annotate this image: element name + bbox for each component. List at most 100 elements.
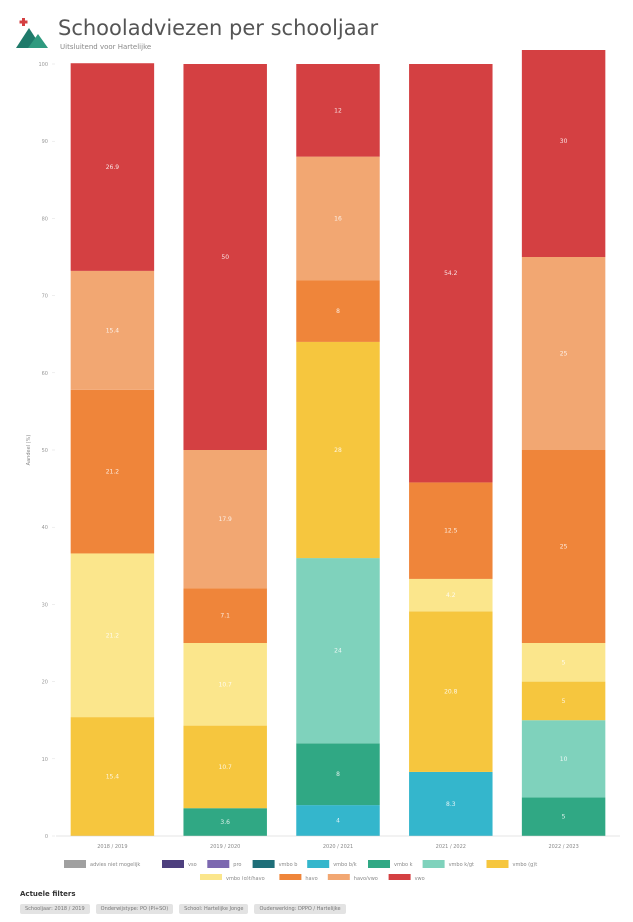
- bar-segment[interactable]: [409, 482, 493, 579]
- legend-label[interactable]: vmbo b/k: [333, 862, 357, 868]
- y-tick-label: 90: [42, 139, 48, 145]
- legend-label[interactable]: havo/vwo: [354, 876, 378, 880]
- bar-segment[interactable]: [70, 389, 155, 554]
- bar-segment[interactable]: [183, 808, 267, 836]
- bar-data-label: 25: [560, 351, 568, 358]
- bar-data-label: 3.6: [220, 819, 230, 826]
- filters-footer: Actuele filters Schooljaar: 2018 / 2019 O…: [20, 890, 620, 914]
- bar-data-label: 24: [334, 648, 342, 655]
- bar-data-label: 30: [560, 138, 568, 145]
- bar-segment[interactable]: [183, 588, 267, 643]
- legend-swatch[interactable]: [388, 874, 411, 880]
- bar-segment[interactable]: [521, 681, 606, 721]
- legend-label[interactable]: advies niet mogelijk: [90, 862, 140, 868]
- bar-segment[interactable]: [296, 558, 380, 744]
- legend-label[interactable]: pro: [233, 862, 241, 868]
- bar-data-label: 8: [336, 308, 340, 315]
- stacked-bar-chart: 0 10 20 30 40 50 60 70 80 90 100 Aandeel (%) 15.4 21.…: [26, 50, 620, 880]
- legend-swatch[interactable]: [368, 860, 390, 868]
- bar-data-label: 21.2: [106, 632, 120, 639]
- y-tick-label: 10: [42, 757, 48, 763]
- legend-label[interactable]: vwo: [415, 876, 425, 880]
- bar-data-label: 7.1: [220, 613, 230, 620]
- bar-data-label: 8: [336, 771, 340, 778]
- legend-label[interactable]: vso: [188, 862, 197, 868]
- legend-swatch[interactable]: [279, 874, 302, 880]
- bar-segment[interactable]: [521, 50, 606, 258]
- bar-data-label: 5: [562, 698, 566, 705]
- bar-segment[interactable]: [296, 280, 380, 342]
- legend-swatch[interactable]: [327, 874, 350, 880]
- bar-segment[interactable]: [70, 270, 155, 390]
- bar-segment[interactable]: [521, 643, 606, 682]
- bar-data-label: 28: [334, 447, 342, 454]
- filter-chip[interactable]: Schooljaar: 2018 / 2019: [20, 904, 90, 914]
- bar-data-label: 12.5: [444, 528, 458, 535]
- legend-swatch[interactable]: [252, 860, 275, 868]
- legend-swatch[interactable]: [207, 860, 230, 868]
- bar-data-label: 10.7: [219, 764, 233, 771]
- bar-segment[interactable]: [296, 156, 380, 281]
- bar-segment[interactable]: [296, 805, 380, 836]
- y-tick-label: 50: [42, 448, 48, 454]
- y-axis-label: Aandeel (%): [26, 435, 32, 466]
- bar-segment[interactable]: [409, 771, 493, 836]
- bar-data-label: 20.8: [444, 689, 458, 696]
- y-tick-label: 60: [42, 371, 48, 377]
- legend-swatch[interactable]: [162, 860, 184, 868]
- legend-swatch[interactable]: [64, 860, 86, 868]
- bar-segment[interactable]: [296, 743, 380, 806]
- bar-segment[interactable]: [409, 64, 493, 483]
- legend-label[interactable]: vmbo (g)t: [513, 862, 538, 868]
- bar-segment[interactable]: [183, 450, 267, 589]
- bar-data-label: 8.3: [446, 801, 456, 808]
- bar-segment[interactable]: [183, 643, 267, 726]
- legend-label[interactable]: vmbo k/gt: [449, 862, 474, 868]
- x-tick-label: 2022 / 2023: [548, 844, 578, 850]
- x-tick-label: 2018 / 2019: [97, 844, 127, 850]
- legend-label[interactable]: vmbo (g)t/havo: [226, 876, 265, 880]
- bar-segment[interactable]: [70, 63, 155, 271]
- y-tick-label: 0: [45, 834, 48, 840]
- bar-data-label: 4: [336, 818, 340, 825]
- bar-segment[interactable]: [70, 717, 155, 836]
- legend-label[interactable]: havo: [305, 876, 317, 880]
- legend-swatch[interactable]: [307, 860, 330, 868]
- y-tick-label: 40: [42, 525, 48, 531]
- chart-subtitle: Uitsluitend voor Hartelijke: [60, 43, 152, 51]
- bar-segment[interactable]: [183, 725, 267, 809]
- bar-data-label: 25: [560, 544, 568, 551]
- y-tick-label: 20: [42, 680, 48, 686]
- bar-data-label: 5: [562, 814, 566, 821]
- bar-segment[interactable]: [521, 797, 606, 836]
- bar-data-label: 16: [334, 215, 342, 222]
- filter-chip[interactable]: Onderwijstype: PO (Pl+SO): [95, 904, 174, 914]
- legend-swatch[interactable]: [200, 874, 222, 880]
- filter-chip[interactable]: School: Hartelijke Jonge: [179, 904, 249, 914]
- bar-segment[interactable]: [183, 64, 267, 450]
- bar-segment[interactable]: [521, 450, 606, 643]
- bar-data-label: 26.9: [106, 164, 120, 171]
- bar-data-label: 54.2: [444, 270, 458, 277]
- bar-segment[interactable]: [70, 553, 155, 718]
- legend-label[interactable]: vmbo b: [279, 862, 298, 868]
- chart-title: Schooladviezen per schooljaar: [58, 16, 379, 40]
- bar-segment[interactable]: [296, 64, 380, 157]
- bar-data-label: 4.2: [446, 592, 456, 599]
- filters-label: Actuele filters: [20, 890, 76, 898]
- logo-icon: [16, 18, 48, 48]
- chart-header: Schooladviezen per schooljaar Uitsluiten…: [14, 16, 614, 52]
- bar-data-label: 12: [334, 107, 342, 114]
- legend-swatch[interactable]: [486, 860, 509, 868]
- legend-swatch[interactable]: [422, 860, 445, 868]
- y-tick-label: 30: [42, 602, 48, 608]
- y-tick-label: 80: [42, 216, 48, 222]
- filter-chip[interactable]: Ouderwerking: DPPO / Hartelijke: [254, 904, 346, 914]
- legend-label[interactable]: vmbo k: [394, 862, 413, 868]
- bar-data-label: 50: [221, 254, 229, 261]
- bar-segment[interactable]: [521, 257, 606, 450]
- bar-segment[interactable]: [409, 611, 493, 772]
- bar-segment[interactable]: [296, 341, 380, 559]
- bar-segment[interactable]: [521, 720, 606, 798]
- bar-segment[interactable]: [409, 578, 493, 612]
